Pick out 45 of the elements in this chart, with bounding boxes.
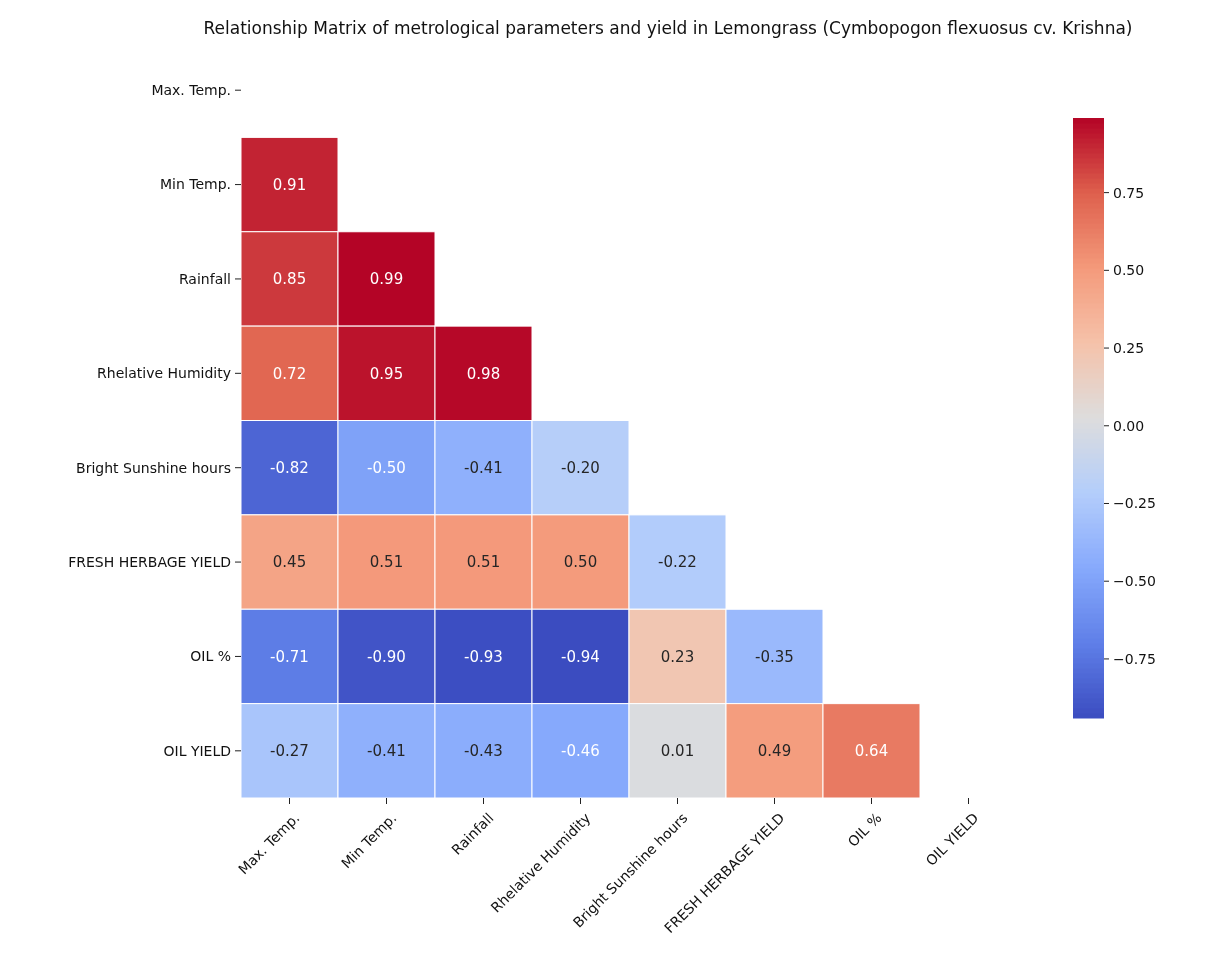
x-tick-label: OIL %	[844, 809, 885, 850]
y-tick-label: Bright Sunshine hours	[76, 459, 231, 476]
color-bar-label: 0.75	[1113, 184, 1145, 201]
data-label: -0.20	[561, 458, 600, 477]
data-label: 0.91	[272, 175, 307, 194]
data-label: 0.85	[272, 270, 307, 289]
data-label: -0.41	[464, 458, 503, 477]
data-label: -0.94	[561, 647, 600, 666]
data-label: -0.41	[367, 742, 406, 761]
data-label: 0.51	[466, 553, 501, 572]
y-tick-label: FRESH HERBAGE YIELD	[68, 553, 231, 570]
data-label: -0.93	[464, 647, 503, 666]
data-label: 0.64	[854, 742, 889, 761]
data-label: 0.45	[272, 553, 307, 572]
data-label: 0.95	[369, 364, 404, 383]
y-tick-label: Rhelative Humidity	[97, 365, 231, 382]
data-label: 0.99	[369, 270, 404, 289]
color-bar-label: −0.75	[1113, 650, 1156, 667]
color-bar-label: 0.25	[1113, 339, 1145, 356]
data-label: 0.49	[757, 742, 792, 761]
y-tick-label: Rainfall	[178, 270, 231, 287]
data-label: 0.50	[563, 553, 598, 572]
y-tick-label: OIL %	[190, 648, 231, 665]
data-label: 0.51	[369, 553, 404, 572]
data-label: -0.46	[561, 742, 600, 761]
data-label: -0.35	[755, 647, 794, 666]
color-bar-label: 0.00	[1113, 417, 1145, 434]
data-label: 0.01	[660, 742, 695, 761]
data-label: -0.27	[270, 742, 309, 761]
data-label: 0.23	[660, 647, 695, 666]
data-label: -0.43	[464, 742, 503, 761]
data-label: -0.22	[658, 553, 697, 572]
color-bar-label: −0.50	[1113, 573, 1156, 590]
chart-title: Relationship Matrix of metrological parameters and yield in Lemongrass (Cymbopogon flexuosus cv. Krishna)	[203, 18, 1133, 38]
color-bar-label: −0.25	[1113, 495, 1156, 512]
data-label: -0.71	[270, 647, 309, 666]
data-label: 0.72	[272, 364, 307, 383]
color-bar-label: 0.50	[1113, 262, 1145, 279]
data-label: -0.82	[270, 458, 309, 477]
data-label: 0.98	[466, 364, 501, 383]
data-label: -0.50	[367, 458, 406, 477]
y-tick-label: OIL YIELD	[163, 742, 231, 759]
y-tick-label: Min Temp.	[159, 176, 231, 193]
y-tick-label: Max. Temp.	[151, 82, 231, 99]
data-label: -0.90	[367, 647, 406, 666]
